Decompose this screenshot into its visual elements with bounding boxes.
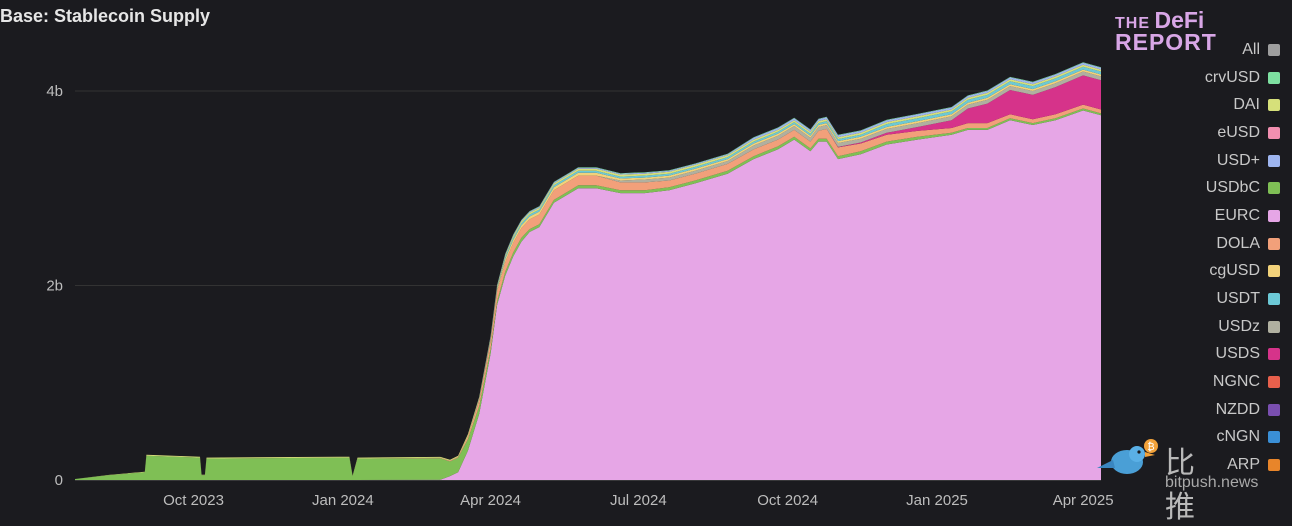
logo-the: THE: [1115, 15, 1150, 32]
legend-swatch: [1268, 459, 1280, 472]
chart-title: Base: Stablecoin Supply: [0, 6, 211, 26]
x-tick-label: Oct 2024: [757, 492, 818, 509]
legend-label: USDT: [1216, 290, 1260, 308]
legend-label: cNGN: [1216, 428, 1260, 446]
legend-label: NGNC: [1212, 373, 1260, 391]
legend-label: All: [1242, 40, 1260, 58]
legend-item[interactable]: ARP: [1205, 451, 1280, 479]
legend-item[interactable]: USDz: [1205, 313, 1280, 341]
legend-item[interactable]: NZDD: [1205, 396, 1280, 424]
legend-label: USDz: [1218, 317, 1260, 335]
legend-swatch: [1268, 43, 1280, 56]
legend-swatch: [1268, 265, 1280, 278]
chart-legend: All crvUSD DAI eUSD USD+ USDbC EURC DOLA cgUSD US…: [1205, 36, 1280, 479]
legend-label: EURC: [1214, 206, 1260, 224]
y-tick-label: 4b: [46, 83, 63, 100]
legend-label: crvUSD: [1204, 68, 1260, 86]
legend-item[interactable]: DOLA: [1205, 230, 1280, 258]
logo-line2: REPORT: [1115, 28, 1217, 55]
legend-label: eUSD: [1217, 123, 1260, 141]
legend-label: DAI: [1233, 96, 1260, 114]
legend-swatch: [1268, 209, 1280, 222]
x-tick-label: Jan 2025: [906, 492, 968, 509]
legend-swatch: [1268, 99, 1280, 112]
legend-swatch: [1268, 403, 1280, 416]
legend-label: cgUSD: [1209, 262, 1260, 280]
legend-label: USDbC: [1205, 179, 1260, 197]
legend-label: NZDD: [1215, 400, 1260, 418]
x-tick-label: Apr 2025: [1053, 492, 1114, 509]
logo-line1: THE DeFi: [1115, 7, 1217, 33]
brand-logo: THE DeFi REPORT: [1115, 7, 1217, 55]
legend-item[interactable]: crvUSD: [1205, 64, 1280, 92]
legend-swatch: [1268, 293, 1280, 306]
legend-swatch: [1268, 431, 1280, 444]
legend-swatch: [1268, 126, 1280, 139]
series-area-dola: [75, 104, 1101, 479]
legend-swatch: [1268, 348, 1280, 361]
legend-item[interactable]: All: [1205, 36, 1280, 64]
legend-swatch: [1268, 154, 1280, 167]
series-areas: [75, 62, 1101, 480]
y-tick-label: 0: [55, 472, 63, 489]
legend-item[interactable]: cgUSD: [1205, 258, 1280, 286]
y-axis-ticks: 0 2b 4b: [46, 83, 63, 489]
svg-text:₿: ₿: [1147, 441, 1154, 453]
series-area-eurc: [75, 110, 1101, 480]
legend-item[interactable]: DAI: [1205, 91, 1280, 119]
legend-item[interactable]: NGNC: [1205, 368, 1280, 396]
x-tick-label: Jan 2024: [312, 492, 374, 509]
watermark-en: bitpush.news: [1165, 474, 1259, 491]
y-tick-label: 2b: [46, 278, 63, 295]
legend-label: USD+: [1216, 151, 1260, 169]
legend-label: DOLA: [1216, 234, 1260, 252]
legend-swatch: [1268, 71, 1280, 84]
legend-swatch: [1268, 376, 1280, 389]
logo-defi: DeFi: [1154, 7, 1205, 33]
legend-item[interactable]: cNGN: [1205, 424, 1280, 452]
legend-item[interactable]: EURC: [1205, 202, 1280, 230]
x-tick-label: Oct 2023: [163, 492, 224, 509]
x-tick-label: Apr 2024: [460, 492, 521, 509]
legend-label: ARP: [1227, 456, 1260, 474]
legend-item[interactable]: USDS: [1205, 341, 1280, 369]
x-axis-ticks: Oct 2023 Jan 2024 Apr 2024 Jul 2024 Oct 2024…: [163, 492, 1114, 509]
legend-item[interactable]: eUSD: [1205, 119, 1280, 147]
legend-item[interactable]: USDbC: [1205, 174, 1280, 202]
legend-item[interactable]: USD+: [1205, 147, 1280, 175]
legend-item[interactable]: USDT: [1205, 285, 1280, 313]
legend-swatch: [1268, 320, 1280, 333]
legend-swatch: [1268, 182, 1280, 195]
legend-swatch: [1268, 237, 1280, 250]
bird-icon: ₿: [1097, 439, 1158, 474]
x-tick-label: Jul 2024: [610, 492, 667, 509]
legend-label: USDS: [1215, 345, 1260, 363]
series-area-usds: [75, 75, 1101, 480]
